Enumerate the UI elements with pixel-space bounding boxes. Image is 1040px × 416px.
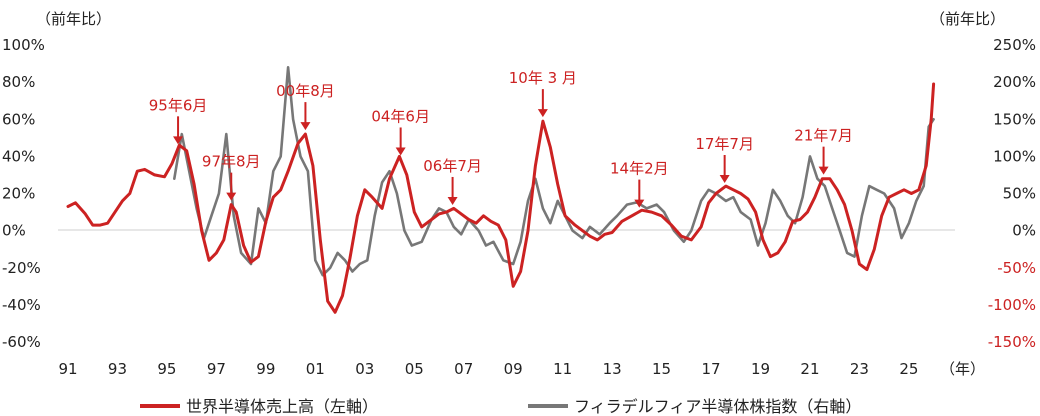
left-tick-label: 40% [2, 147, 35, 165]
right-tick-label: 100% [993, 147, 1036, 165]
annotation-label: 00年8月 [276, 82, 335, 100]
annotation-label: 97年8月 [202, 153, 261, 171]
annotation-arrow-head [226, 192, 237, 201]
left-axis-unit-label: （前年比） [36, 10, 111, 28]
annotation: 95年6月 [149, 96, 208, 145]
right-tick-label: 200% [993, 73, 1036, 91]
x-tick-label: 23 [850, 360, 869, 378]
left-tick-label: -40% [2, 296, 41, 314]
annotation-label: 14年2月 [610, 160, 669, 178]
x-tick-label: 21 [800, 360, 819, 378]
annotation-arrow-head [173, 136, 184, 145]
x-tick-label: 05 [405, 360, 424, 378]
left-tick-label: 100% [2, 36, 45, 54]
annotation: 97年8月 [202, 153, 261, 201]
annotation-label: 21年7月 [794, 127, 853, 145]
annotation: 17年7月 [695, 135, 754, 184]
left-tick-label: -60% [2, 333, 41, 351]
annotation: 04年6月 [371, 107, 430, 156]
left-tick-label: 0% [2, 222, 26, 240]
annotation-label: 17年7月 [695, 135, 754, 153]
right-tick-label: 250% [993, 36, 1036, 54]
x-axis-unit-label: （年） [940, 360, 985, 378]
annotation: 21年7月 [794, 127, 853, 175]
annotation-arrow-head [447, 196, 458, 205]
x-tick-label: 19 [751, 360, 770, 378]
right-tick-label: -100% [988, 296, 1036, 314]
annotation-arrow-head [300, 122, 311, 131]
annotation: 00年8月 [276, 82, 335, 131]
right-tick-label: -50% [997, 259, 1036, 277]
x-tick-label: 93 [108, 360, 127, 378]
annotation-arrow-head [634, 199, 645, 208]
right-tick-label: 150% [993, 110, 1036, 128]
annotation-arrow-head [719, 175, 730, 184]
series-line-sox [173, 66, 935, 277]
left-tick-label: -20% [2, 259, 41, 277]
annotation-label: 10年 3 月 [509, 69, 577, 87]
x-tick-label: 09 [504, 360, 523, 378]
right-tick-label: -150% [988, 333, 1036, 351]
x-tick-label: 11 [553, 360, 572, 378]
annotation-layer: 95年6月 97年8月 00年8月 04年6月 06年7月 10年 3 月 14年2月 17年… [149, 69, 853, 208]
x-axis: 91 93 95 97 99 01 03 05 07 09 11 13 15 17 19 21 23 25 [58, 360, 918, 378]
annotation-arrow-head [818, 166, 829, 175]
left-tick-label: 80% [2, 73, 35, 91]
annotation: 10年 3 月 [509, 69, 577, 118]
x-tick-label: 99 [256, 360, 275, 378]
x-tick-label: 01 [306, 360, 325, 378]
annotation-label: 06年7月 [423, 157, 482, 175]
annotation-label: 95年6月 [149, 96, 208, 114]
legend: 世界半導体売上高（左軸） フィラデルフィア半導体株指数（右軸） [140, 397, 861, 416]
series-layer [66, 66, 936, 314]
annotation: 14年2月 [610, 160, 669, 208]
x-tick-label: 25 [899, 360, 918, 378]
x-tick-label: 17 [701, 360, 720, 378]
x-tick-label: 91 [58, 360, 77, 378]
x-tick-label: 95 [157, 360, 176, 378]
left-axis: 100% 80% 60% 40% 20% 0% -20% -40% -60% [2, 36, 45, 351]
annotation-label: 04年6月 [371, 107, 430, 125]
left-tick-label: 20% [2, 185, 35, 203]
x-tick-label: 07 [454, 360, 473, 378]
annotation: 06年7月 [423, 157, 482, 205]
annotation-arrow-head [537, 109, 548, 118]
right-axis-unit-label: （前年比） [930, 10, 1005, 28]
x-tick-label: 03 [355, 360, 374, 378]
x-tick-label: 13 [603, 360, 622, 378]
legend-label-sales: 世界半導体売上高（左軸） [186, 397, 378, 416]
right-axis: 250% 200% 150% 100% 50% 0% -50% -100% -150% [988, 36, 1036, 351]
right-tick-label: 0% [1012, 222, 1036, 240]
series-line-sales [66, 82, 936, 314]
x-tick-label: 97 [207, 360, 226, 378]
x-tick-label: 15 [652, 360, 671, 378]
left-tick-label: 60% [2, 110, 35, 128]
annotation-arrow-head [395, 147, 406, 156]
legend-label-sox: フィラデルフィア半導体株指数（右軸） [574, 397, 861, 416]
right-tick-label: 50% [1003, 185, 1036, 203]
